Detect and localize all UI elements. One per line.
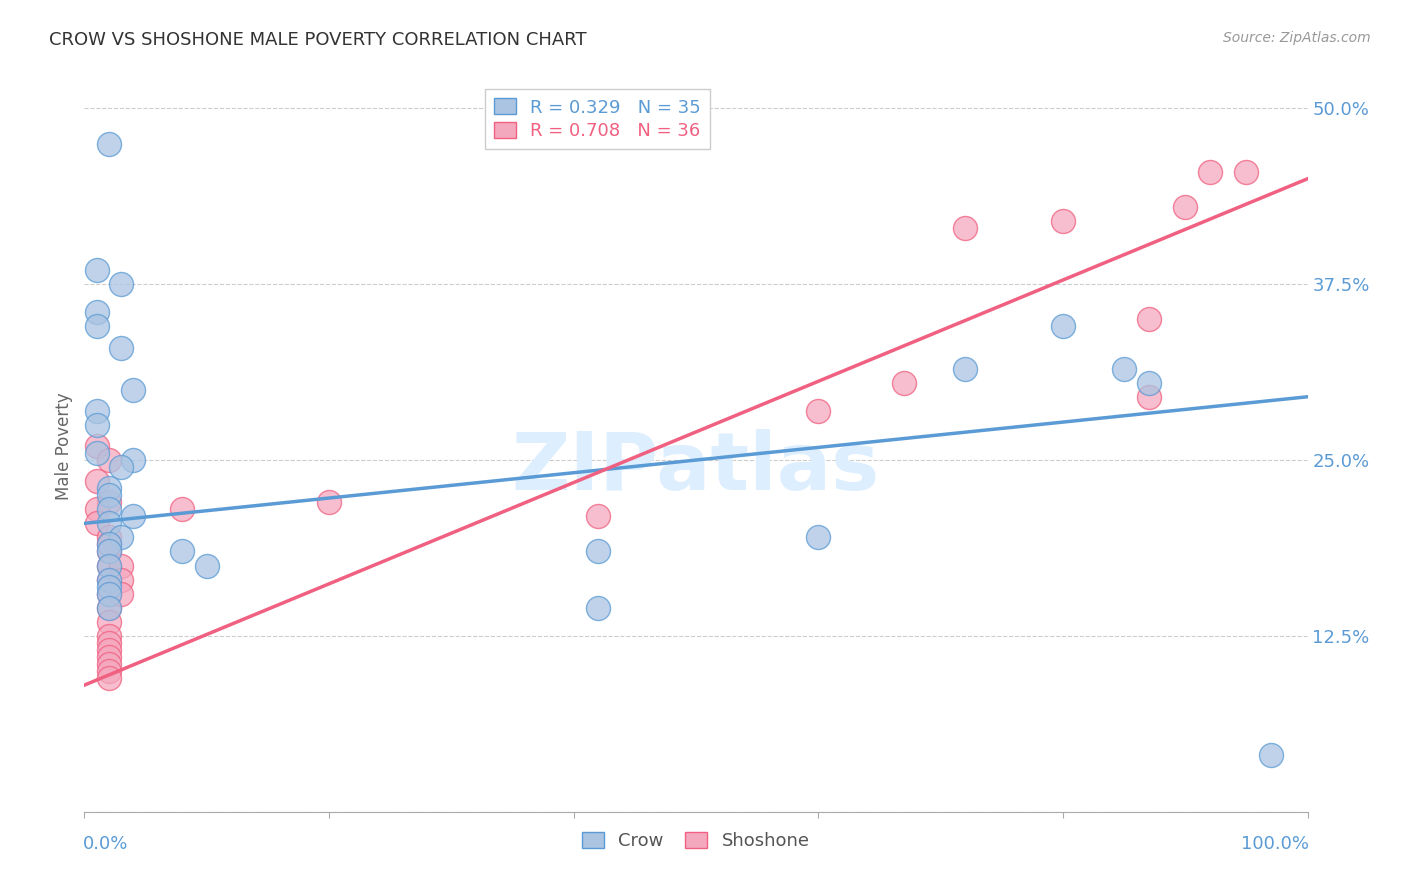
Point xyxy=(172,502,194,516)
Point xyxy=(97,488,120,502)
Point xyxy=(97,136,120,151)
Point xyxy=(1052,214,1074,228)
Point xyxy=(586,544,609,558)
Point xyxy=(97,516,120,531)
Point xyxy=(86,319,108,334)
Text: 0.0%: 0.0% xyxy=(83,835,128,853)
Point xyxy=(1114,361,1136,376)
Point xyxy=(86,516,108,531)
Point xyxy=(97,671,120,685)
Point xyxy=(97,537,120,551)
Point xyxy=(86,305,108,319)
Point xyxy=(110,587,132,601)
Point xyxy=(97,495,120,509)
Point xyxy=(97,629,120,643)
Point xyxy=(1137,312,1160,326)
Point xyxy=(110,460,132,475)
Point xyxy=(122,383,145,397)
Point xyxy=(97,530,120,544)
Point xyxy=(97,544,120,558)
Point xyxy=(97,615,120,629)
Point xyxy=(97,664,120,678)
Point xyxy=(110,277,132,292)
Point xyxy=(97,558,120,573)
Point xyxy=(1174,200,1197,214)
Point xyxy=(86,417,108,432)
Point xyxy=(1137,376,1160,390)
Point xyxy=(86,502,108,516)
Point xyxy=(97,502,120,516)
Y-axis label: Male Poverty: Male Poverty xyxy=(55,392,73,500)
Point xyxy=(97,481,120,495)
Point xyxy=(86,263,108,277)
Point xyxy=(110,573,132,587)
Text: ZIPatlas: ZIPatlas xyxy=(512,429,880,507)
Point xyxy=(953,361,976,376)
Point xyxy=(953,221,976,235)
Point xyxy=(97,587,120,601)
Point xyxy=(1198,164,1220,178)
Point xyxy=(807,530,830,544)
Point xyxy=(97,544,120,558)
Point xyxy=(97,600,120,615)
Point xyxy=(97,580,120,594)
Point xyxy=(1052,319,1074,334)
Point xyxy=(586,600,609,615)
Text: CROW VS SHOSHONE MALE POVERTY CORRELATION CHART: CROW VS SHOSHONE MALE POVERTY CORRELATIO… xyxy=(49,31,586,49)
Point xyxy=(97,573,120,587)
Point xyxy=(172,544,194,558)
Point xyxy=(110,530,132,544)
Point xyxy=(318,495,340,509)
Point xyxy=(110,341,132,355)
Point xyxy=(1260,748,1282,763)
Point xyxy=(97,643,120,657)
Point xyxy=(97,650,120,665)
Point xyxy=(97,636,120,650)
Point xyxy=(97,657,120,671)
Point xyxy=(86,439,108,453)
Point xyxy=(97,573,120,587)
Point xyxy=(122,509,145,524)
Point xyxy=(97,558,120,573)
Point xyxy=(195,558,218,573)
Point xyxy=(86,446,108,460)
Point xyxy=(86,474,108,488)
Legend: Crow, Shoshone: Crow, Shoshone xyxy=(575,825,817,857)
Point xyxy=(893,376,915,390)
Point xyxy=(586,509,609,524)
Point xyxy=(807,404,830,418)
Point xyxy=(97,600,120,615)
Point xyxy=(122,453,145,467)
Point xyxy=(97,537,120,551)
Point xyxy=(110,558,132,573)
Point xyxy=(1236,164,1258,178)
Point xyxy=(97,453,120,467)
Text: Source: ZipAtlas.com: Source: ZipAtlas.com xyxy=(1223,31,1371,45)
Point xyxy=(86,404,108,418)
Point xyxy=(1137,390,1160,404)
Point xyxy=(97,587,120,601)
Text: 100.0%: 100.0% xyxy=(1241,835,1309,853)
